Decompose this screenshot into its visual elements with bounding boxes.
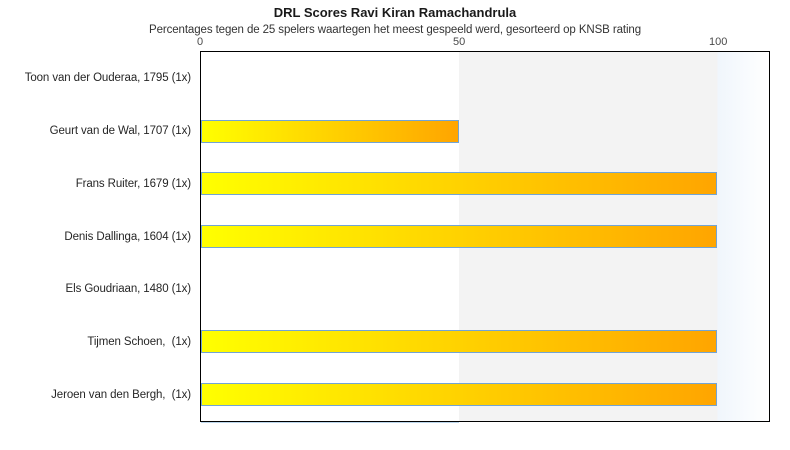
- bar-row: [201, 263, 769, 316]
- y-axis-label: Jeroen van den Bergh, (1x): [51, 388, 191, 401]
- y-axis-label: Tijmen Schoen, (1x): [87, 335, 191, 348]
- score-bar: [201, 383, 718, 407]
- chart-title: DRL Scores Ravi Kiran Ramachandrula: [273, 5, 517, 20]
- plot-area: [200, 51, 770, 422]
- score-bar: [201, 225, 718, 249]
- x-tick-label: 50: [452, 36, 466, 48]
- y-axis-labels: Toon van der Ouderaa, 1795 (1x) Geurt van…: [0, 52, 191, 421]
- score-bar: [201, 172, 718, 196]
- y-axis-label: Els Goudriaan, 1480 (1x): [65, 283, 192, 296]
- score-bar: [201, 330, 718, 354]
- y-axis-label: Frans Ruiter, 1679 (1x): [75, 177, 191, 190]
- x-tick-label: 100: [708, 36, 728, 48]
- bar-row: [201, 210, 769, 263]
- y-axis-label: Geurt van de Wal, 1707 (1x): [49, 125, 191, 138]
- bar-row: [201, 157, 769, 210]
- bar-row: [201, 105, 769, 158]
- bar-row: [201, 316, 769, 369]
- x-axis-ticks: 0 50 100: [196, 36, 770, 49]
- bar-row: [201, 368, 769, 421]
- chart-subtitle: Percentages tegen de 25 spelers waartege…: [149, 24, 641, 36]
- bar-rows-container: [201, 52, 769, 421]
- x-tick-label: 0: [196, 36, 204, 48]
- bar-row: [201, 52, 769, 105]
- y-axis-label: Toon van der Ouderaa, 1795 (1x): [24, 72, 191, 85]
- y-axis-label: Denis Dallinga, 1604 (1x): [64, 230, 191, 243]
- plot-bottom-shadow: [201, 422, 459, 423]
- score-bar: [201, 119, 460, 143]
